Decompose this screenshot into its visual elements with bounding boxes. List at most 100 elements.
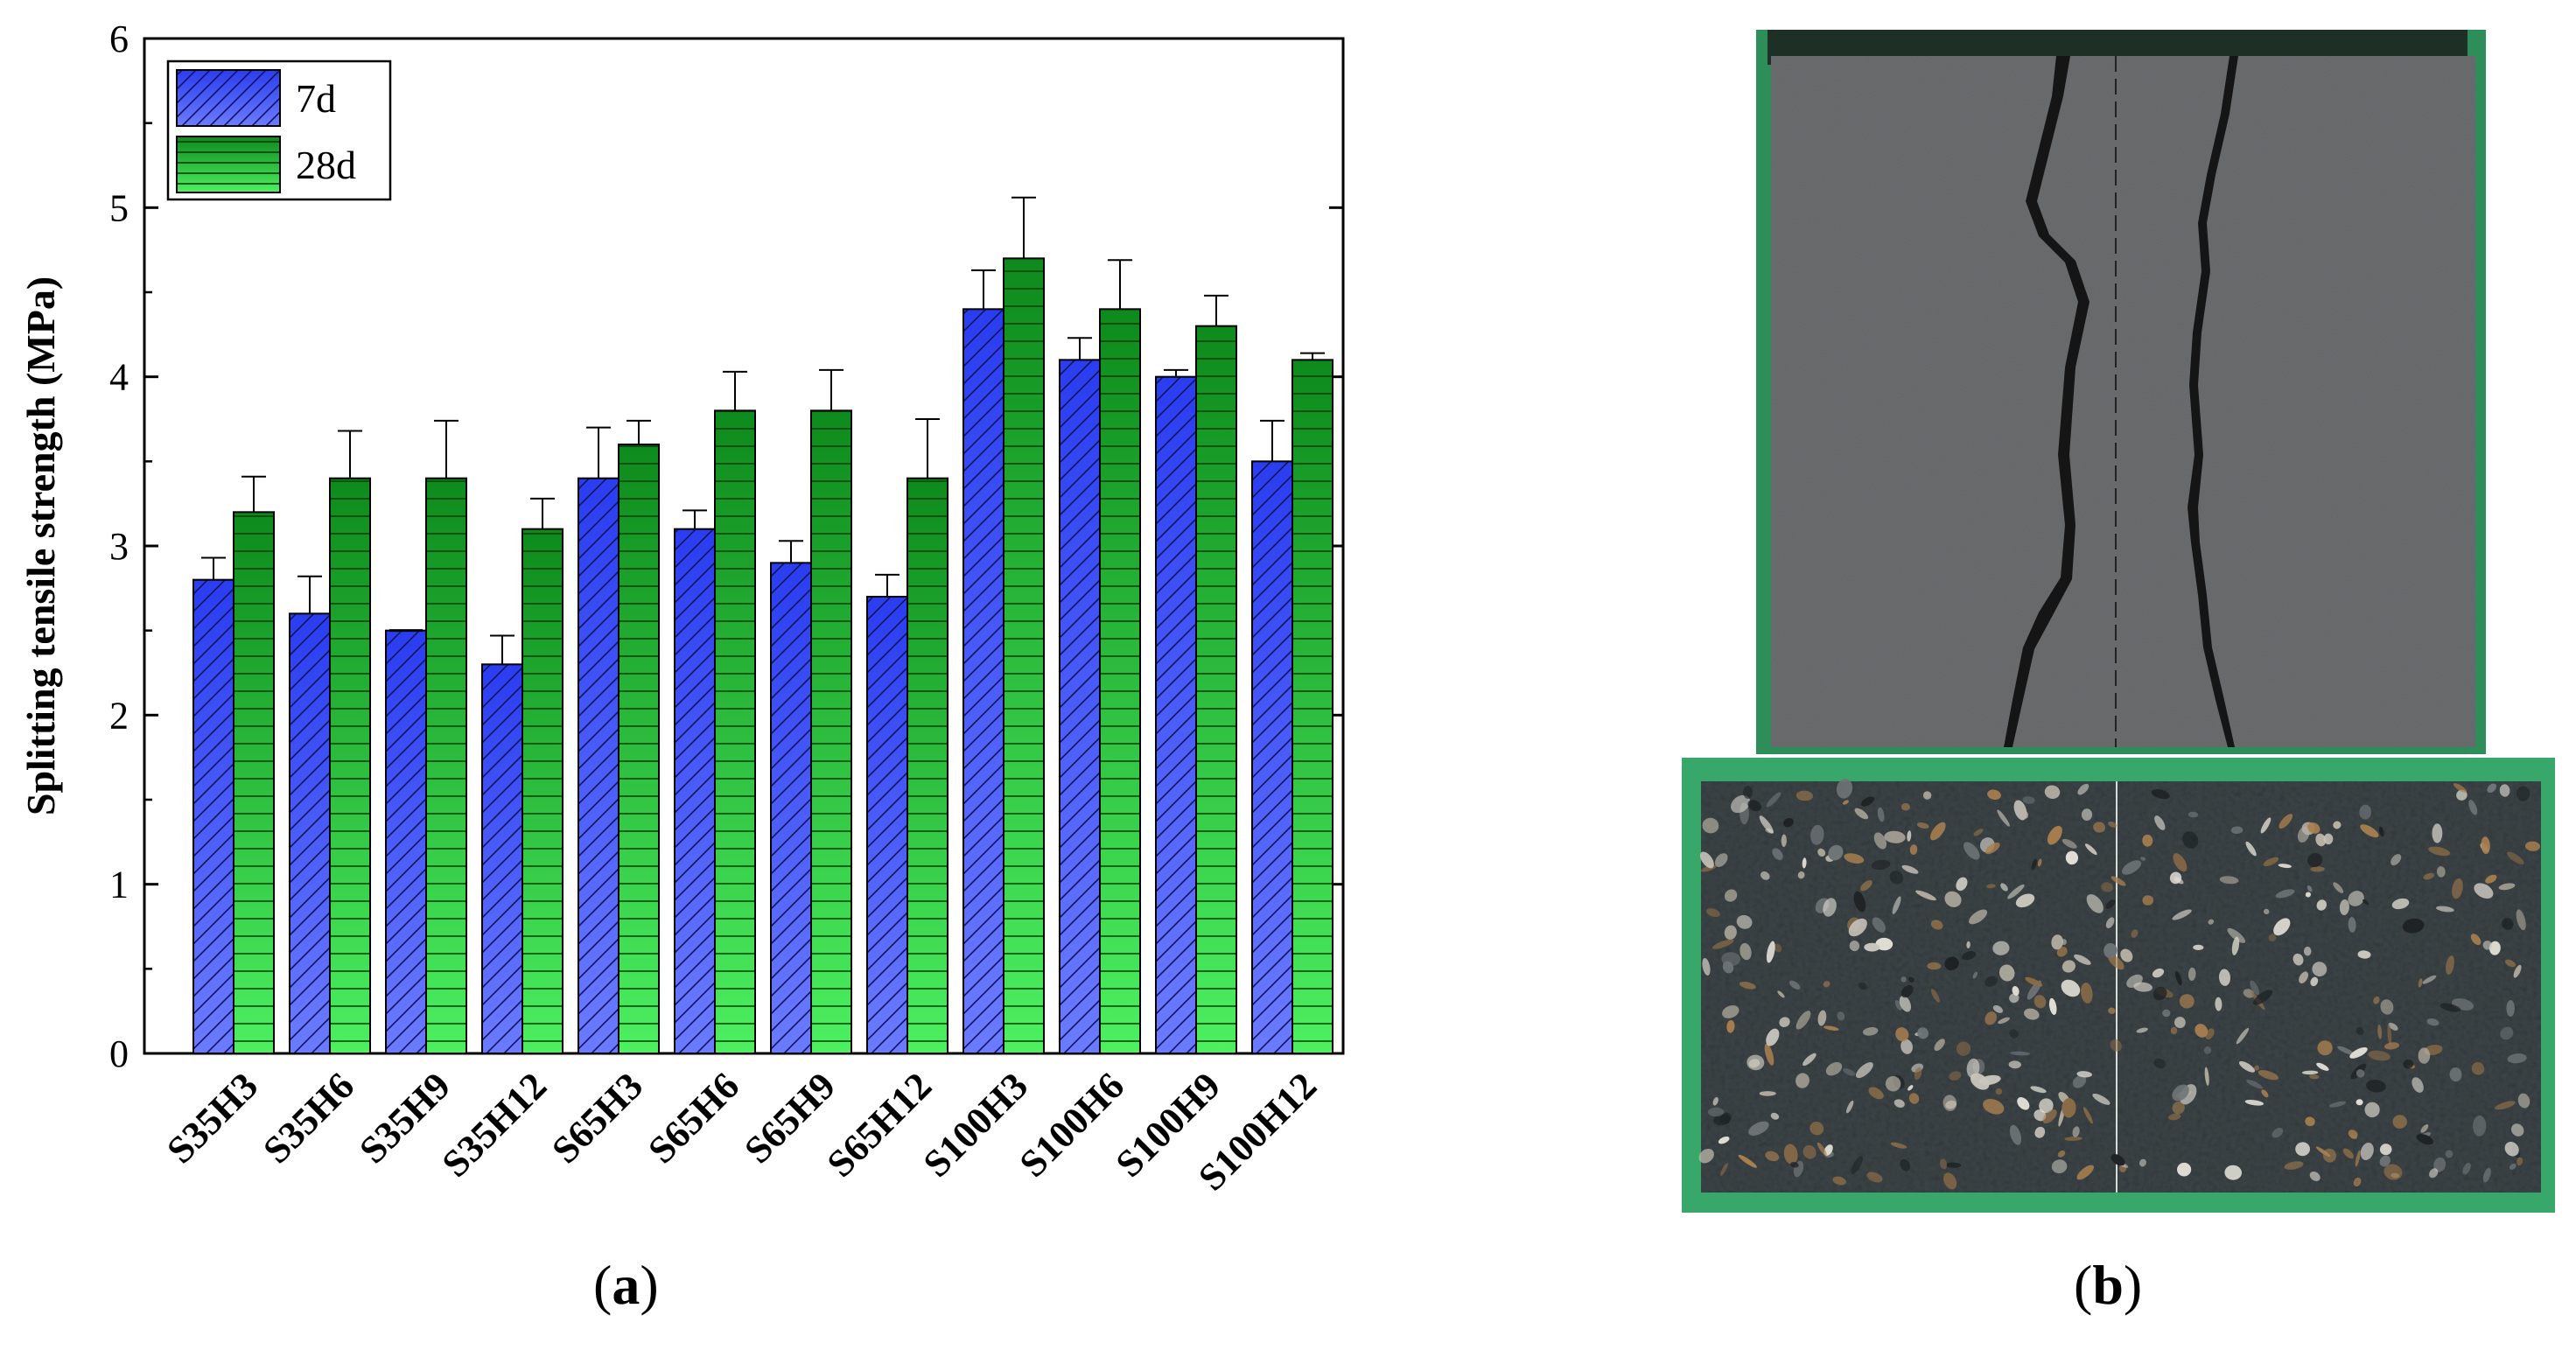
aggregate-particle <box>2418 978 2423 988</box>
aggregate-particle <box>1702 957 1711 976</box>
aggregate-particle <box>2384 1164 2403 1180</box>
aggregate-particle <box>2044 785 2061 800</box>
aggregate-particle <box>2292 953 2304 966</box>
aggregate-particle <box>1706 908 1720 918</box>
aggregate-particle <box>2110 876 2126 886</box>
aggregate-particle <box>1995 1088 2003 1095</box>
aggregate-particle <box>1851 1156 1864 1175</box>
aggregate-particle <box>1992 941 2010 955</box>
aggregate-particle <box>1853 891 1866 913</box>
aggregate-particle <box>2323 833 2334 845</box>
specimen-block-top <box>1771 56 2475 747</box>
aggregate-particle <box>1949 1071 1962 1081</box>
aggregate-particle <box>2236 1027 2250 1045</box>
aggregate-particle <box>2284 1161 2304 1170</box>
aggregate-particle <box>1731 794 1751 814</box>
bar-7d-S35H9-hatch <box>385 629 427 1055</box>
aggregate-particle <box>1789 980 1801 990</box>
aggregate-particle <box>2009 1124 2022 1145</box>
aggregate-particle <box>1868 1087 1884 1100</box>
aggregate-particle <box>2462 1163 2471 1175</box>
aggregate-particle <box>1707 1107 1725 1117</box>
aggregate-particle <box>2261 1089 2269 1098</box>
aggregate-particle <box>2138 1158 2147 1167</box>
specimen-photo <box>1682 30 2555 1213</box>
aggregate-particle <box>2453 783 2468 793</box>
aggregate-particle <box>2495 1101 2516 1110</box>
bar-28d-S100H12-hatch <box>1292 359 1334 1055</box>
aggregate-particle <box>2188 967 2196 981</box>
legend-swatch-28d-hatch <box>176 136 281 193</box>
aggregate-particle <box>2126 974 2143 988</box>
aggregate-particle <box>1934 1039 1945 1052</box>
aggregate-particle <box>1817 1010 1827 1026</box>
aggregate-particle <box>1915 890 1936 901</box>
aggregate-particle <box>1816 1142 1827 1156</box>
specimen-section-right <box>2118 781 2541 1193</box>
aggregate-particle <box>2315 1146 2331 1158</box>
aggregate-particle <box>1855 1062 1873 1079</box>
aggregate-particle <box>1900 1039 1913 1054</box>
aggregate-particle <box>2301 1070 2319 1075</box>
aggregate-particle <box>1772 848 1783 861</box>
aggregate-particle <box>1875 937 1894 951</box>
aggregate-particle <box>2024 1008 2040 1020</box>
y-tick-label: 0 <box>109 1032 129 1075</box>
aggregate-particle <box>1781 834 1787 847</box>
aggregate-particle <box>2254 1065 2260 1071</box>
aggregate-particle <box>2516 786 2530 801</box>
aggregate-particle <box>2030 1086 2047 1094</box>
aggregate-particle <box>2072 1126 2080 1137</box>
aggregate-particle <box>1764 1043 1774 1066</box>
aggregate-particle <box>2500 1026 2514 1040</box>
aggregate-particle <box>2246 1079 2264 1089</box>
aggregate-particle <box>2470 934 2482 946</box>
aggregate-particle <box>1736 914 1753 929</box>
aggregate-particle <box>1939 1158 1948 1170</box>
aggregate-particle <box>1884 830 1906 843</box>
aggregate-particle <box>2056 947 2068 957</box>
aggregate-particle <box>2136 1027 2148 1033</box>
aggregate-particle <box>1908 976 1914 983</box>
aggregate-particle <box>2509 1163 2516 1170</box>
aggregate-particle <box>1699 851 1714 869</box>
aggregate-particle <box>2471 1061 2485 1075</box>
aggregate-particle <box>1796 1011 1811 1030</box>
aggregate-particle <box>1956 1041 1971 1056</box>
aggregate-particle <box>1930 989 1940 1003</box>
aggregate-particle <box>2010 1051 2031 1056</box>
aggregate-particle <box>1908 1085 1914 1091</box>
y-tick-label: 4 <box>109 356 129 399</box>
aggregate-particle <box>2208 919 2215 925</box>
aggregate-particle <box>2231 936 2240 955</box>
aggregate-particle <box>1802 1053 1816 1067</box>
aggregate-particle <box>2305 892 2311 898</box>
aggregate-particle <box>2272 1128 2284 1138</box>
aggregate-particle <box>2357 950 2371 959</box>
aggregate-particle <box>2031 858 2038 871</box>
aggregate-particle <box>2316 1062 2329 1071</box>
bar-28d-S100H9-hatch <box>1195 325 1237 1054</box>
aggregate-particle <box>2482 941 2493 950</box>
aggregate-particle <box>1848 918 1867 937</box>
x-tick-label: S100H6 <box>1012 1064 1132 1185</box>
aggregate-particle <box>2022 796 2035 804</box>
aggregate-particle <box>2468 800 2478 815</box>
aggregate-particle <box>1817 848 1826 857</box>
aggregate-particle <box>1907 830 1912 842</box>
aggregate-particle <box>2316 899 2328 911</box>
aggregate-particle <box>2140 857 2146 861</box>
x-tick-label: S65H12 <box>819 1064 940 1185</box>
aggregate-particle <box>2517 1093 2530 1109</box>
aggregate-particle <box>1922 791 1932 800</box>
aggregate-particle <box>2339 899 2349 915</box>
aggregate-particle <box>2009 993 2020 1004</box>
aggregate-particle <box>1916 822 1929 829</box>
aggregate-particle <box>2062 1098 2076 1118</box>
aggregate-particle <box>1748 1121 1769 1136</box>
aggregate-particle <box>1997 809 2010 827</box>
aggregate-particle <box>2303 946 2312 956</box>
aggregate-particle <box>2039 1098 2054 1114</box>
aggregate-particle <box>2061 979 2081 997</box>
aggregate-particle <box>1714 853 1728 867</box>
